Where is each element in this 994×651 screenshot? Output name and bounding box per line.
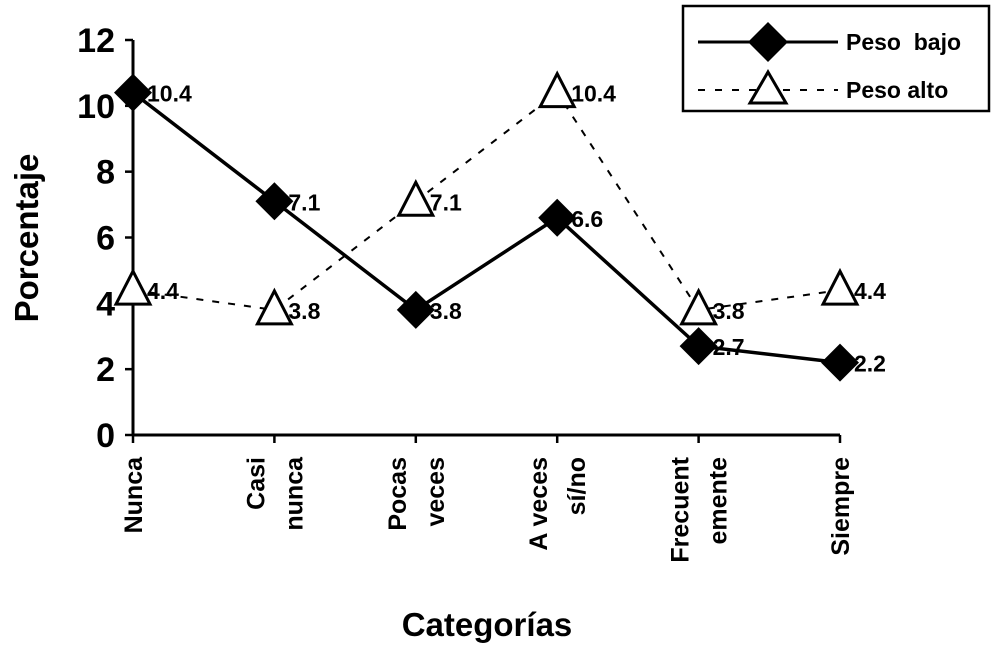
data-label: 10.4 — [147, 81, 192, 107]
y-axis: 0 2 4 6 8 10 12 — [77, 22, 135, 455]
data-label: 3.8 — [430, 298, 462, 324]
data-point-triangle — [254, 287, 294, 326]
y-tick-label: 2 — [96, 351, 115, 389]
series-layer — [113, 70, 860, 382]
x-tick-label: sí/no — [563, 457, 591, 515]
data-label: 4.4 — [854, 278, 886, 304]
y-tick-label: 8 — [96, 154, 115, 192]
y-tick-label: 4 — [96, 285, 115, 323]
data-label: 3.8 — [713, 298, 745, 324]
x-axis-title: Categorías — [402, 606, 573, 643]
data-point-triangle — [820, 267, 860, 306]
legend-marker-triangle — [747, 69, 789, 105]
x-tick-label: Casi — [242, 457, 270, 510]
legend: Peso bajo Peso alto — [681, 4, 991, 113]
y-tick-label: 0 — [96, 417, 115, 455]
data-point-triangle — [396, 179, 436, 217]
data-point-triangle — [113, 267, 153, 306]
data-label: 4.4 — [147, 278, 179, 304]
x-tick-label: Pocas — [384, 457, 412, 531]
data-label: 7.1 — [288, 189, 320, 215]
series-line-0 — [131, 91, 841, 365]
series-line-1 — [132, 91, 841, 311]
data-label: 10.4 — [571, 81, 616, 107]
data-point-triangle — [679, 287, 719, 326]
data-labels: 10.4 7.1 3.8 6.6 2.7 2.2 4.4 3.8 7.1 10.4 3.8 4.4 — [147, 81, 886, 377]
data-point-diamond — [396, 290, 435, 329]
data-label: 6.6 — [571, 206, 603, 232]
x-axis: Nunca Casi nunca Pocas veces A veces sí/no Frec… — [120, 433, 855, 563]
data-label: 7.1 — [430, 189, 462, 215]
x-tick-label: Frecuent — [667, 456, 695, 562]
x-tick-label: nunca — [280, 456, 308, 531]
x-tick-label: A veces — [525, 457, 553, 551]
x-tick-label: emente — [705, 457, 733, 545]
data-label: 2.7 — [713, 334, 745, 360]
y-axis-title: Porcentaje — [8, 154, 45, 323]
data-point-diamond — [114, 73, 152, 112]
y-tick-label: 6 — [96, 220, 115, 258]
data-point-diamond — [538, 198, 577, 237]
x-tick-label: Nunca — [120, 456, 148, 534]
x-tick-label: Siempre — [827, 457, 855, 556]
data-point-diamond — [821, 343, 859, 382]
x-tick-label: veces — [422, 457, 450, 527]
y-tick-label: 12 — [77, 22, 115, 60]
legend-marker-diamond — [748, 22, 788, 62]
y-tick-label: 10 — [77, 88, 115, 126]
legend-label-peso-bajo: Peso bajo — [846, 29, 961, 55]
data-point-diamond — [679, 327, 718, 366]
data-point-triangle — [537, 70, 577, 109]
legend-label-peso-alto: Peso alto — [846, 77, 948, 103]
data-label: 3.8 — [288, 298, 320, 324]
data-point-diamond — [255, 182, 294, 221]
data-label: 2.2 — [854, 351, 886, 377]
legend-box — [681, 4, 991, 113]
